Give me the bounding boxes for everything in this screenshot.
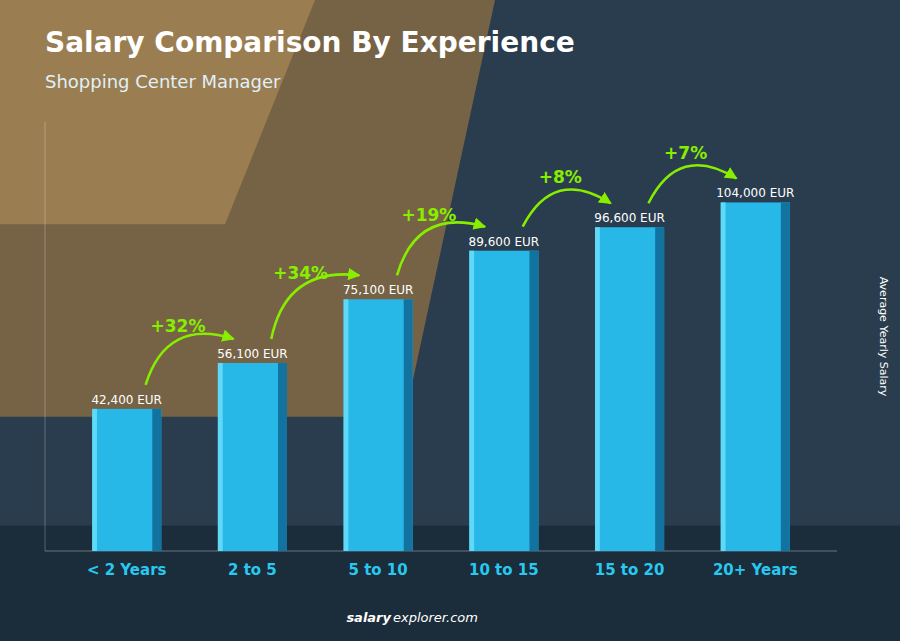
value-label: 75,100 EUR xyxy=(343,283,414,297)
pct-arrow xyxy=(146,334,234,385)
pct-arrow xyxy=(271,274,359,339)
bar-shade xyxy=(655,227,664,551)
bar xyxy=(92,409,161,551)
pct-label: +8% xyxy=(539,167,582,187)
value-label: 56,100 EUR xyxy=(217,347,288,361)
value-label: 96,600 EUR xyxy=(594,211,665,225)
pct-label: +7% xyxy=(664,143,707,163)
x-axis-line xyxy=(45,551,837,552)
bar xyxy=(595,227,664,551)
x-tick-label: < 2 Years xyxy=(87,561,167,579)
pct-label: +34% xyxy=(273,263,328,283)
bar xyxy=(721,202,790,551)
bar-highlight xyxy=(92,409,97,551)
bar-highlight xyxy=(595,227,600,551)
watermark: salary xyxy=(346,610,391,625)
x-tick-label: 20+ Years xyxy=(713,561,798,579)
x-tick-label: 15 to 20 xyxy=(595,561,665,579)
y-axis-label: Average Yearly Salary xyxy=(877,277,890,397)
pct-label: +32% xyxy=(151,316,206,336)
chart-svg: < 2 Years 2 to 5 5 to 10 10 to 15 15 to 20 20… xyxy=(0,0,900,641)
pct-label: +19% xyxy=(401,205,456,225)
subtitle: Shopping Center Manager xyxy=(45,71,281,92)
value-label: 89,600 EUR xyxy=(469,235,540,249)
bar-shade xyxy=(404,299,413,551)
value-label: 104,000 EUR xyxy=(716,186,794,200)
bar-shade xyxy=(278,363,287,551)
value-label: 42,400 EUR xyxy=(91,393,162,407)
bar-shade xyxy=(781,202,790,551)
x-tick-label: 2 to 5 xyxy=(228,561,277,579)
bar-highlight xyxy=(218,363,223,551)
watermark: explorer.com xyxy=(393,610,478,625)
bar-shade xyxy=(529,251,538,551)
bar-shade xyxy=(152,409,161,551)
bars xyxy=(92,202,790,551)
bar-highlight xyxy=(721,202,726,551)
x-tick-label: 5 to 10 xyxy=(349,561,408,579)
bar-highlight xyxy=(469,251,474,551)
pct-arrow xyxy=(648,165,736,203)
title: Salary Comparison By Experience xyxy=(45,26,575,59)
bar-highlight xyxy=(344,299,349,551)
background-warm xyxy=(0,0,495,417)
y-axis-line xyxy=(45,122,46,551)
pct-arrow xyxy=(523,189,611,226)
bar xyxy=(344,299,413,551)
bar xyxy=(469,251,538,551)
background xyxy=(0,0,900,641)
chart-container: < 2 Years 2 to 5 5 to 10 10 to 15 15 to 20 20… xyxy=(0,0,900,641)
bar xyxy=(218,363,287,551)
pct-arrow xyxy=(397,222,485,275)
x-tick-label: 10 to 15 xyxy=(469,561,539,579)
